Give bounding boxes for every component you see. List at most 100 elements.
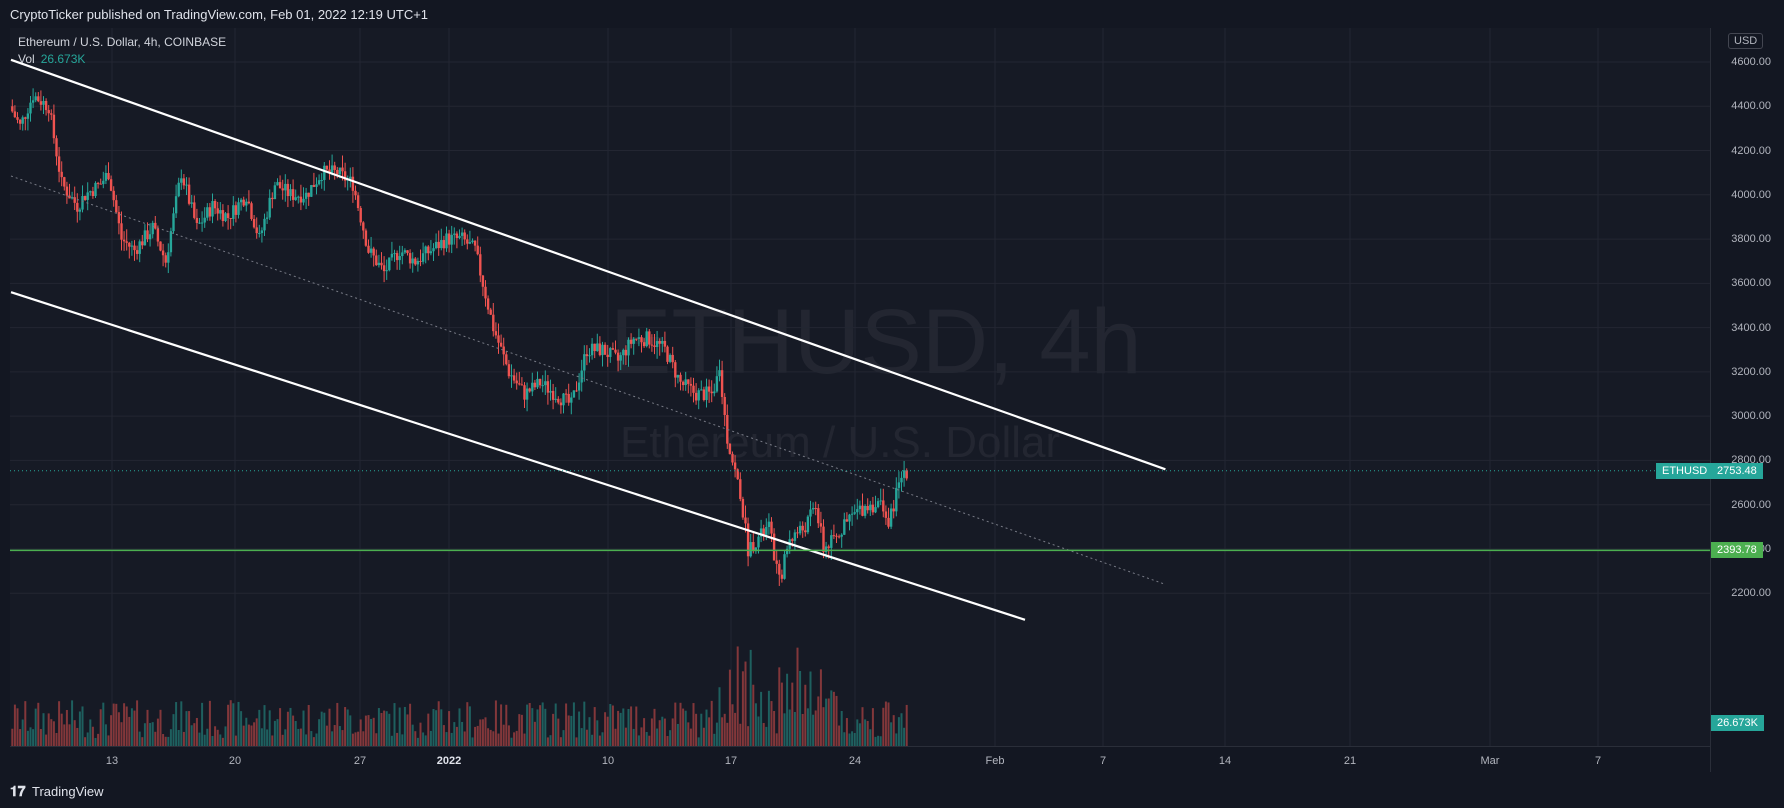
volume-bar [73,720,76,746]
candle-body [11,106,14,112]
volume-bar [656,728,659,746]
candle-body [408,253,412,264]
candle-body [120,223,123,240]
candle-body [502,346,505,355]
volume-bar [357,731,360,746]
volume-bar [585,729,588,746]
currency-button[interactable]: USD [1728,33,1764,49]
candle-body [843,519,846,535]
volume-bar [848,733,851,746]
candle-body [650,344,654,346]
candle-body [297,196,300,198]
price-tick-label: 2600.00 [1731,498,1771,511]
volume-bar [838,725,841,746]
volume-bar [715,722,718,746]
volume-bar [658,720,661,746]
volume-bar [468,706,471,746]
candle-body [515,380,518,384]
candle-body [388,257,391,271]
candle-body [398,256,401,261]
volume-bar [630,706,633,746]
candle-body [91,191,95,197]
volume-bar [793,711,796,746]
legend: Ethereum / U.S. Dollar, 4h, COINBASE Vol… [18,34,226,68]
candle-body [325,165,329,170]
volume-bar [299,728,302,746]
candle-body [284,183,287,191]
volume-bar [16,708,19,746]
volume-bar [13,704,16,746]
price-tick-label: 3600.00 [1731,277,1771,290]
candle-body [866,506,869,511]
candle-body [882,500,885,512]
candle-body [874,507,877,513]
candle-body [775,560,778,564]
volume-bar [151,722,154,746]
volume-bar [312,737,315,746]
volume-bar [598,735,601,746]
candle-body [655,341,659,348]
volume-bar [578,711,581,746]
tradingview-brand[interactable]: TradingView [32,784,104,799]
candle-body [518,383,521,385]
time-axis[interactable]: 13 20 27 2022 10 17 24 Feb 7 14 21 Mar 7 [10,746,1710,773]
candle-body [749,542,752,557]
candle-body [359,208,362,223]
candle-body [198,222,201,224]
volume-bar [94,737,97,746]
volume-bar [762,722,765,746]
time-tick-label: 21 [1343,755,1357,767]
volume-bar [424,735,427,746]
volume-bar [702,727,705,746]
candle-body [76,202,79,212]
volume-bar [341,730,344,746]
candle-body [245,201,248,206]
candle-body [629,339,633,344]
volume-bar [723,713,726,746]
volume-bar [427,713,430,746]
channel-lower-line [10,291,1026,621]
volume-bar [146,709,149,746]
candle-body [458,235,461,239]
candle-body [694,392,698,401]
volume-bar [234,735,237,746]
candle-body [122,239,126,242]
candle-body [250,203,253,219]
candle-body [219,210,222,214]
candle-body [551,390,555,400]
candle-body [671,354,674,363]
candle-body [349,176,352,180]
candle-body [247,201,251,204]
volume-bar [697,737,700,746]
tradingview-logo-icon[interactable]: 𝟏𝟕 [10,783,26,799]
price-axis[interactable]: 4600.00 4400.00 4200.00 4000.00 3800.00 3600.… [1710,28,1784,772]
volume-bar [884,701,887,746]
candle-body [182,178,186,186]
volume-bar [390,735,393,746]
candle-body [575,390,578,392]
volume-bar [731,704,734,746]
volume-bar [208,700,211,746]
candle-body [258,233,261,235]
volume-bar [830,690,833,746]
candle-body [741,498,745,518]
volume-bar [177,730,180,746]
volume-bar [164,736,167,746]
candle-body [653,345,656,348]
candle-body [772,533,776,561]
volume-bar [767,690,770,746]
candle-body [627,339,630,356]
candle-body [585,354,589,357]
candle-body [554,398,557,400]
chart-pane[interactable] [10,28,1710,772]
volume-bar [747,726,750,746]
candle-body [416,260,420,265]
candle-body [752,542,755,552]
symbol-title[interactable]: Ethereum / U.S. Dollar, 4h, COINBASE [18,35,227,49]
candle-body [44,100,48,111]
candle-body [705,386,708,400]
volume-bar [531,708,534,746]
volume-bar [338,726,341,746]
volume-bar [273,720,276,746]
